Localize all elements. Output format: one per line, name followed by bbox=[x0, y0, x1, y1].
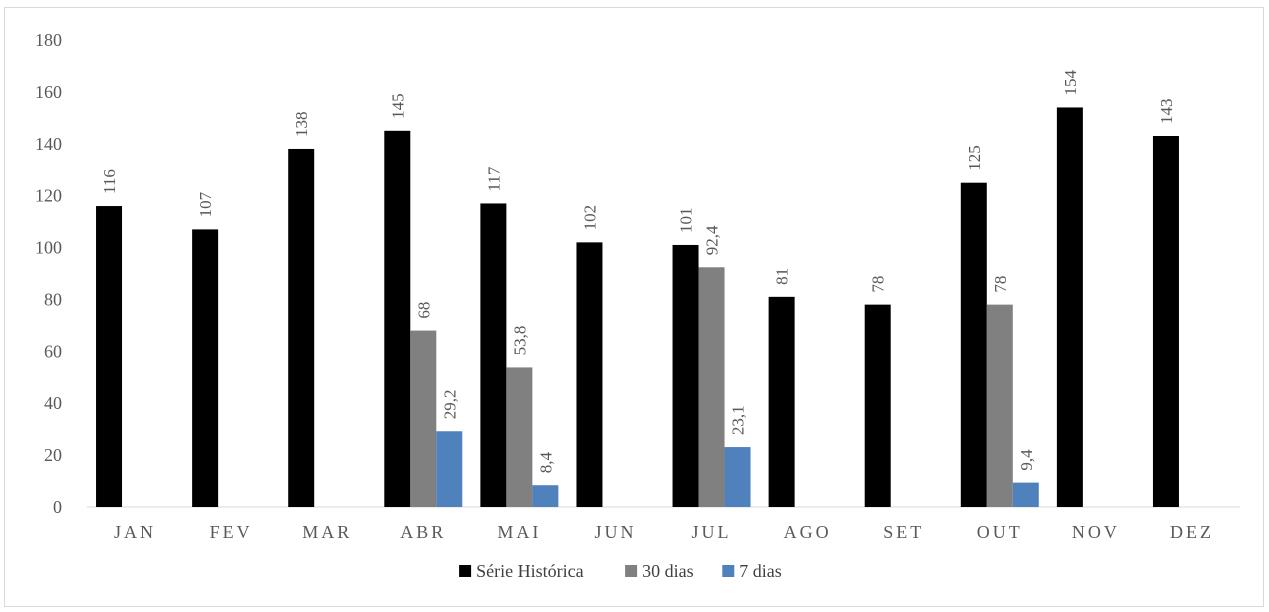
data-label: 78 bbox=[869, 276, 888, 293]
y-tick-label: 100 bbox=[35, 238, 62, 258]
x-tick-label: ABR bbox=[400, 522, 446, 542]
bar-7-dias-mai bbox=[532, 485, 559, 507]
data-label: 116 bbox=[100, 169, 119, 194]
x-tick-label: NOV bbox=[1072, 522, 1120, 542]
bar-s-rie-hist-rica-set bbox=[864, 304, 891, 507]
data-label: 138 bbox=[292, 111, 311, 137]
bar-s-rie-hist-rica-jul bbox=[672, 244, 699, 507]
data-label: 125 bbox=[965, 145, 984, 171]
bar-s-rie-hist-rica-ago bbox=[768, 296, 795, 507]
y-tick-label: 0 bbox=[53, 497, 62, 517]
bar-s-rie-hist-rica-mai bbox=[480, 203, 507, 507]
data-label: 101 bbox=[677, 207, 696, 233]
data-label: 29,2 bbox=[440, 389, 459, 419]
data-label: 78 bbox=[991, 276, 1010, 293]
bar-7-dias-jul bbox=[724, 447, 751, 507]
x-tick-label: AGO bbox=[784, 522, 832, 542]
x-tick-label: MAR bbox=[302, 522, 352, 542]
legend-label: Série Histórica bbox=[476, 561, 583, 581]
y-tick-label: 160 bbox=[35, 82, 62, 102]
data-label: 102 bbox=[580, 205, 599, 231]
data-label: 68 bbox=[414, 302, 433, 319]
y-tick-label: 60 bbox=[44, 341, 62, 361]
bar-s-rie-hist-rica-out bbox=[960, 182, 987, 507]
legend-swatch bbox=[459, 565, 472, 577]
data-label: 9,4 bbox=[1017, 449, 1036, 471]
x-tick-label: SET bbox=[883, 522, 924, 542]
data-label: 145 bbox=[388, 93, 407, 119]
data-label: 143 bbox=[1157, 98, 1176, 124]
bar-s-rie-hist-rica-fev bbox=[192, 229, 219, 507]
bar-s-rie-hist-rica-dez bbox=[1152, 135, 1179, 507]
x-tick-label: JUN bbox=[594, 522, 636, 542]
bar-s-rie-hist-rica-jun bbox=[576, 242, 603, 507]
legend-label: 7 dias bbox=[739, 561, 782, 581]
data-label: 81 bbox=[773, 268, 792, 285]
bar-30-dias-abr bbox=[410, 330, 437, 507]
data-label: 8,4 bbox=[536, 451, 555, 473]
bar-s-rie-hist-rica-mar bbox=[288, 148, 315, 507]
legend-swatch bbox=[625, 565, 638, 577]
x-tick-label: DEZ bbox=[1170, 522, 1214, 542]
bar-30-dias-out bbox=[986, 304, 1013, 507]
bar-7-dias-abr bbox=[436, 431, 463, 507]
x-tick-label: OUT bbox=[977, 522, 1023, 542]
data-label: 154 bbox=[1061, 69, 1080, 95]
x-tick-label: FEV bbox=[210, 522, 253, 542]
y-tick-label: 120 bbox=[35, 186, 62, 206]
data-label: 23,1 bbox=[729, 405, 748, 435]
bar-7-dias-out bbox=[1012, 482, 1039, 507]
legend-label: 30 dias bbox=[642, 561, 694, 581]
y-tick-label: 180 bbox=[35, 30, 62, 50]
x-tick-label: MAI bbox=[497, 522, 541, 542]
x-tick-label: JAN bbox=[114, 522, 156, 542]
y-tick-label: 20 bbox=[44, 445, 62, 465]
y-tick-label: 40 bbox=[44, 393, 62, 413]
bar-30-dias-mai bbox=[506, 367, 533, 507]
x-tick-label: JUL bbox=[692, 522, 732, 542]
bar-s-rie-hist-rica-nov bbox=[1056, 107, 1083, 507]
bar-s-rie-hist-rica-jan bbox=[96, 206, 123, 508]
data-label: 117 bbox=[484, 166, 503, 191]
data-label: 53,8 bbox=[510, 326, 529, 356]
bar-30-dias-jul bbox=[698, 267, 725, 507]
y-tick-label: 80 bbox=[44, 289, 62, 309]
data-label: 92,4 bbox=[703, 225, 722, 255]
data-label: 107 bbox=[196, 191, 215, 217]
bar-s-rie-hist-rica-abr bbox=[384, 130, 411, 508]
y-tick-label: 140 bbox=[35, 134, 62, 154]
legend-swatch bbox=[722, 565, 735, 577]
